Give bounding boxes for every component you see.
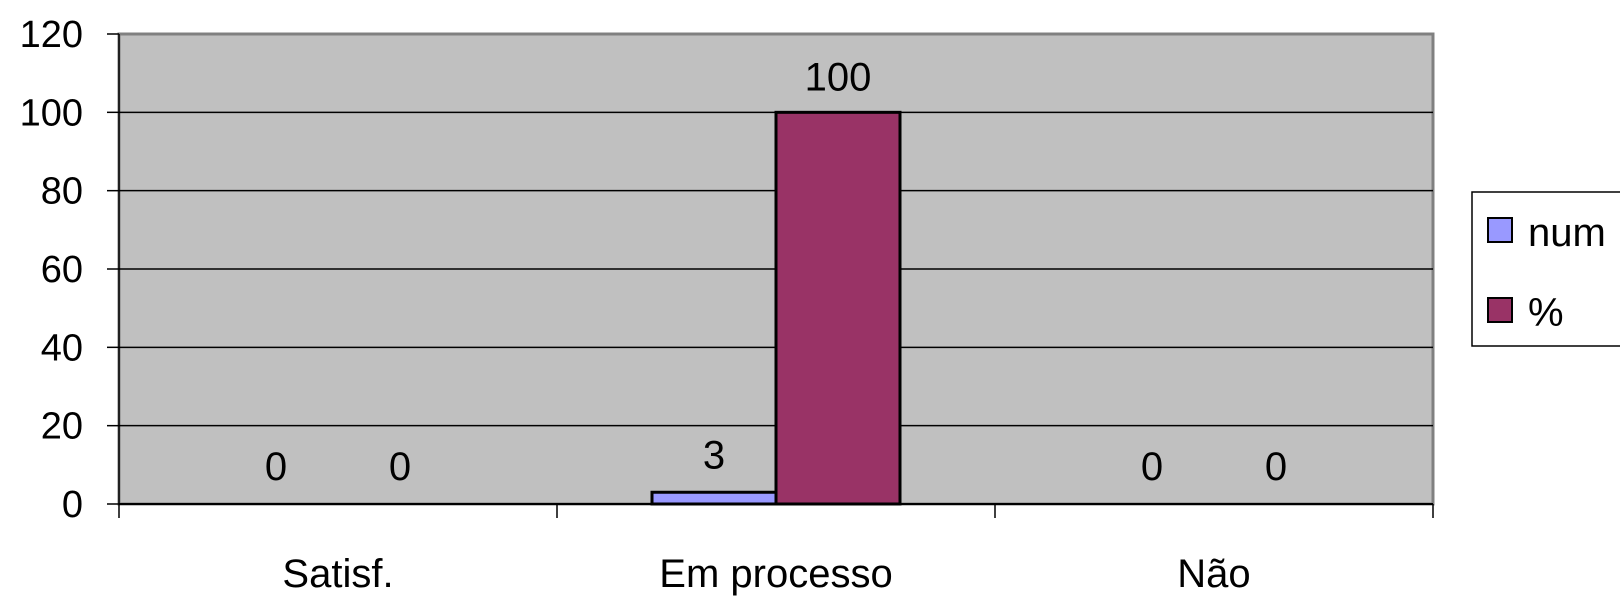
bar-num [650,490,778,506]
y-tick-label: 120 [20,14,83,56]
data-label: 0 [389,445,411,489]
y-tick-label: 80 [41,171,83,213]
legend-label-num: num [1528,211,1606,255]
x-category-label: Satisf. [282,552,393,596]
data-label: 0 [265,445,287,489]
x-category-label: Não [1177,552,1250,596]
x-category-label: Em processo [659,552,892,596]
y-tick-label: 0 [62,484,83,526]
y-tick-label: 100 [20,92,83,134]
bars [650,110,902,506]
y-axis: 0 20 40 60 80 100 120 [20,14,120,526]
data-label: 0 [1265,445,1287,489]
y-tick-label: 20 [41,406,83,448]
legend-swatch-percent [1487,297,1513,323]
legend: num % [1471,191,1620,347]
data-label: 0 [1141,445,1163,489]
legend-swatch-num [1487,217,1513,243]
data-labels: 0 0 3 100 0 0 [265,55,1287,489]
bar-percent [774,110,902,506]
legend-label-percent: % [1528,291,1564,335]
y-tick-label: 40 [41,327,83,369]
y-tick-label: 60 [41,249,83,291]
data-label: 100 [805,55,872,99]
x-axis: Satisf. Em processo Não [118,503,1434,596]
data-label: 3 [703,433,725,477]
